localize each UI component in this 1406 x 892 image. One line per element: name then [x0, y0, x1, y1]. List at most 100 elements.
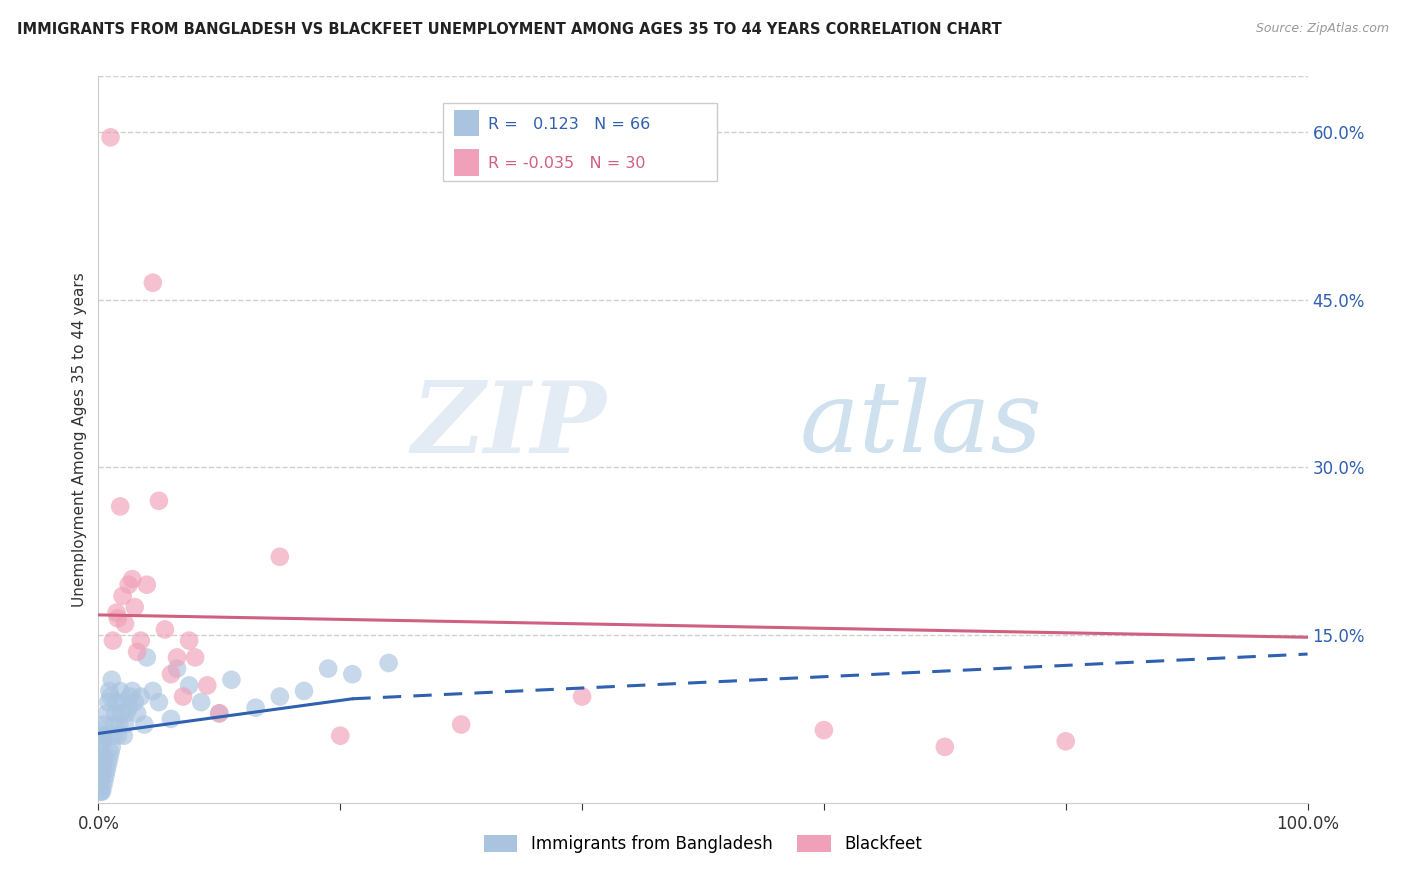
Y-axis label: Unemployment Among Ages 35 to 44 years: Unemployment Among Ages 35 to 44 years [72, 272, 87, 607]
Point [90, 723, 112, 737]
Point [105, 695, 128, 709]
Point [114, 717, 136, 731]
Point [813, 723, 835, 737]
Legend: Immigrants from Bangladesh, Blackfeet: Immigrants from Bangladesh, Blackfeet [478, 829, 928, 860]
Point [93, 717, 115, 731]
Point [90, 773, 112, 788]
Point [342, 667, 364, 681]
Point [89, 751, 111, 765]
Point [104, 706, 127, 721]
Point [115, 706, 138, 721]
Point [148, 695, 170, 709]
Point [135, 578, 157, 592]
Point [160, 712, 183, 726]
Point [111, 589, 134, 603]
Point [100, 673, 122, 687]
Text: R =   0.123   N = 66: R = 0.123 N = 66 [488, 117, 650, 132]
Point [91, 784, 114, 798]
Point [96, 706, 118, 721]
Point [105, 606, 128, 620]
Point [329, 729, 352, 743]
Point [179, 633, 201, 648]
Point [127, 645, 149, 659]
Point [118, 578, 141, 592]
Point [934, 739, 956, 754]
Point [450, 717, 472, 731]
Point [89, 762, 111, 776]
Point [91, 751, 114, 765]
Point [129, 633, 152, 648]
Point [93, 751, 115, 765]
Point [208, 706, 231, 721]
Point [100, 690, 122, 704]
Point [94, 768, 117, 782]
Point [292, 684, 315, 698]
Point [91, 779, 114, 793]
Point [89, 784, 111, 798]
Point [118, 700, 141, 714]
Point [124, 695, 146, 709]
Point [97, 756, 120, 771]
Point [166, 650, 188, 665]
Point [190, 695, 212, 709]
Point [91, 762, 114, 776]
Point [571, 690, 593, 704]
Point [124, 600, 146, 615]
Point [121, 572, 143, 586]
Point [121, 684, 143, 698]
Point [245, 700, 267, 714]
Point [89, 773, 111, 788]
Point [1054, 734, 1077, 748]
Point [108, 500, 131, 514]
Point [97, 695, 120, 709]
Point [107, 611, 129, 625]
Point [91, 734, 114, 748]
Point [316, 662, 339, 676]
Point [153, 623, 176, 637]
Point [100, 746, 122, 760]
Point [100, 739, 122, 754]
Point [90, 756, 112, 771]
Point [93, 773, 115, 788]
Point [377, 656, 399, 670]
Point [103, 717, 125, 731]
Point [269, 690, 291, 704]
Point [208, 706, 231, 721]
Point [91, 768, 114, 782]
Point [90, 739, 112, 754]
Point [142, 684, 165, 698]
Text: R = -0.035   N = 30: R = -0.035 N = 30 [488, 156, 645, 171]
Point [184, 650, 207, 665]
Point [101, 633, 124, 648]
Point [112, 729, 135, 743]
Point [101, 729, 124, 743]
Point [172, 690, 194, 704]
Text: Source: ZipAtlas.com: Source: ZipAtlas.com [1256, 22, 1389, 36]
Point [90, 784, 112, 798]
Point [98, 684, 121, 698]
Point [98, 751, 121, 765]
Point [221, 673, 243, 687]
Point [111, 695, 134, 709]
Point [135, 650, 157, 665]
Point [160, 667, 183, 681]
Point [110, 706, 132, 721]
Point [89, 739, 111, 754]
Point [108, 684, 131, 698]
Point [134, 717, 156, 731]
Point [166, 662, 188, 676]
Point [96, 762, 118, 776]
Point [107, 729, 129, 743]
Point [195, 678, 218, 692]
Point [94, 729, 117, 743]
Point [148, 493, 170, 508]
Point [114, 616, 136, 631]
Point [91, 729, 114, 743]
Text: atlas: atlas [800, 377, 1042, 473]
Point [129, 690, 152, 704]
Point [127, 706, 149, 721]
Text: ZIP: ZIP [412, 376, 606, 473]
Point [100, 130, 122, 145]
Point [269, 549, 291, 564]
Point [142, 276, 165, 290]
